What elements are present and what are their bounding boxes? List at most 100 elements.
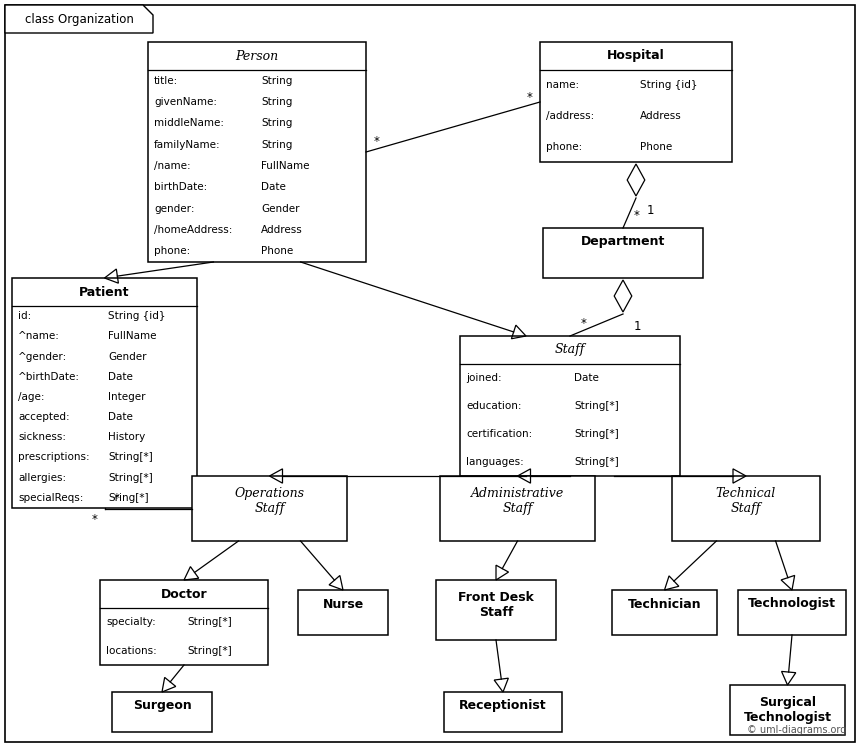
Bar [543,228,703,278]
Text: Doctor: Doctor [161,587,207,601]
Text: languages:: languages: [466,457,524,467]
Bar [444,692,562,732]
Text: /homeAddress:: /homeAddress: [154,225,232,235]
Text: History: History [108,433,145,442]
Text: String[*]: String[*] [108,453,153,462]
Text: Address: Address [640,111,682,121]
Bar [440,476,595,541]
Text: ^name:: ^name: [18,332,60,341]
Text: Surgical
Technologist: Surgical Technologist [744,696,832,724]
Text: String[*]: String[*] [574,429,619,439]
Text: ^birthDate:: ^birthDate: [18,372,80,382]
Text: class Organization: class Organization [25,13,133,25]
Text: phone:: phone: [154,247,190,256]
Bar [100,580,268,665]
Text: String: String [261,118,292,128]
Text: Receptionist: Receptionist [459,699,547,713]
Text: name:: name: [546,81,579,90]
Text: Gender: Gender [108,352,147,362]
Text: joined:: joined: [466,373,501,383]
Bar [460,336,680,476]
Text: Nurse: Nurse [322,598,364,610]
Text: allergies:: allergies: [18,473,66,483]
Text: Phone: Phone [640,142,673,152]
Text: String {id}: String {id} [108,311,166,321]
Text: ^gender:: ^gender: [18,352,67,362]
Text: *: * [526,90,532,104]
Bar [12,278,197,508]
Text: FullName: FullName [108,332,157,341]
Text: /address:: /address: [546,111,594,121]
Text: accepted:: accepted: [18,412,70,422]
Text: specialReqs:: specialReqs: [18,493,83,503]
Bar [730,685,845,735]
Text: String[*]: String[*] [187,617,232,627]
Polygon shape [5,5,153,33]
Text: Administrative
Staff: Administrative Staff [471,487,564,515]
Text: *: * [634,209,640,223]
Text: /age:: /age: [18,392,45,402]
Text: Technologist: Technologist [748,598,836,610]
Bar [192,476,347,541]
Text: middleName:: middleName: [154,118,224,128]
Text: gender:: gender: [154,204,194,214]
Text: String[*]: String[*] [574,457,619,467]
Text: Date: Date [108,412,133,422]
Text: Surgeon: Surgeon [132,699,192,713]
Text: 1: 1 [633,320,641,332]
Text: id:: id: [18,311,31,321]
Text: Technician: Technician [628,598,701,610]
Text: *: * [91,513,97,527]
Text: Operations
Staff: Operations Staff [235,487,304,515]
Text: Date: Date [261,182,286,192]
Text: String[*]: String[*] [187,645,232,656]
Text: Front Desk
Staff: Front Desk Staff [458,591,534,619]
Text: String: String [261,140,292,149]
Text: Address: Address [261,225,303,235]
Text: Department: Department [580,235,665,249]
Text: FullName: FullName [261,161,310,171]
Bar [148,42,366,262]
Text: *: * [114,492,120,505]
Text: Integer: Integer [108,392,145,402]
Text: sickness:: sickness: [18,433,66,442]
Text: String[*]: String[*] [574,401,619,411]
Text: givenName:: givenName: [154,97,217,107]
Text: 1: 1 [646,203,654,217]
Text: familyName:: familyName: [154,140,221,149]
Text: Date: Date [574,373,599,383]
Bar [436,580,556,640]
Text: Hospital: Hospital [607,49,665,63]
Polygon shape [614,280,632,312]
Text: String[*]: String[*] [108,473,153,483]
Bar [540,42,732,162]
Text: Staff: Staff [555,344,585,356]
Bar [298,590,388,635]
Text: Sring[*]: Sring[*] [108,493,149,503]
Text: education:: education: [466,401,521,411]
Text: Date: Date [108,372,133,382]
Text: Gender: Gender [261,204,300,214]
Text: Person: Person [236,49,279,63]
Text: title:: title: [154,75,178,86]
Text: © uml-diagrams.org: © uml-diagrams.org [746,725,846,735]
Polygon shape [627,164,645,196]
Text: String {id}: String {id} [640,81,697,90]
Bar [112,692,212,732]
Bar [738,590,846,635]
Text: certification:: certification: [466,429,532,439]
Text: locations:: locations: [106,645,157,656]
Text: String: String [261,97,292,107]
Text: specialty:: specialty: [106,617,156,627]
Text: Patient: Patient [79,285,130,299]
Text: phone:: phone: [546,142,582,152]
Text: String: String [261,75,292,86]
Text: Technical
Staff: Technical Staff [716,487,776,515]
Text: *: * [373,134,379,147]
Bar [672,476,820,541]
Text: birthDate:: birthDate: [154,182,207,192]
Text: Phone: Phone [261,247,293,256]
Text: prescriptions:: prescriptions: [18,453,89,462]
Text: *: * [581,317,587,330]
Bar [612,590,717,635]
